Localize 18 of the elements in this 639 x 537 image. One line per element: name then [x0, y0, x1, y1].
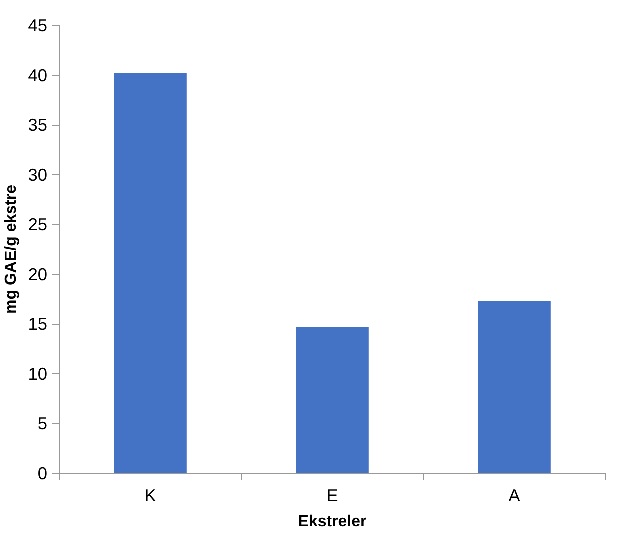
x-tick-label: K — [144, 486, 157, 506]
y-tick-label: 45 — [28, 16, 48, 36]
bar — [296, 327, 369, 474]
y-tick-label: 15 — [28, 314, 48, 334]
bar — [114, 73, 187, 474]
y-tick-label: 20 — [28, 264, 48, 284]
y-tick-label: 30 — [28, 164, 48, 185]
bar — [478, 301, 551, 474]
x-tick-label: E — [326, 486, 338, 506]
x-tick-label: A — [508, 486, 521, 506]
y-tick-label: 0 — [38, 464, 48, 484]
y-tick-label: 35 — [28, 115, 48, 136]
y-tick-label: 5 — [38, 414, 48, 434]
y-tick-label: 25 — [28, 214, 48, 235]
x-axis-title: Ekstreler — [298, 514, 367, 530]
y-tick-label: 40 — [28, 65, 48, 86]
y-tick-label: 10 — [28, 364, 48, 384]
y-axis-title: mg GAE/g ekstre — [3, 184, 20, 314]
